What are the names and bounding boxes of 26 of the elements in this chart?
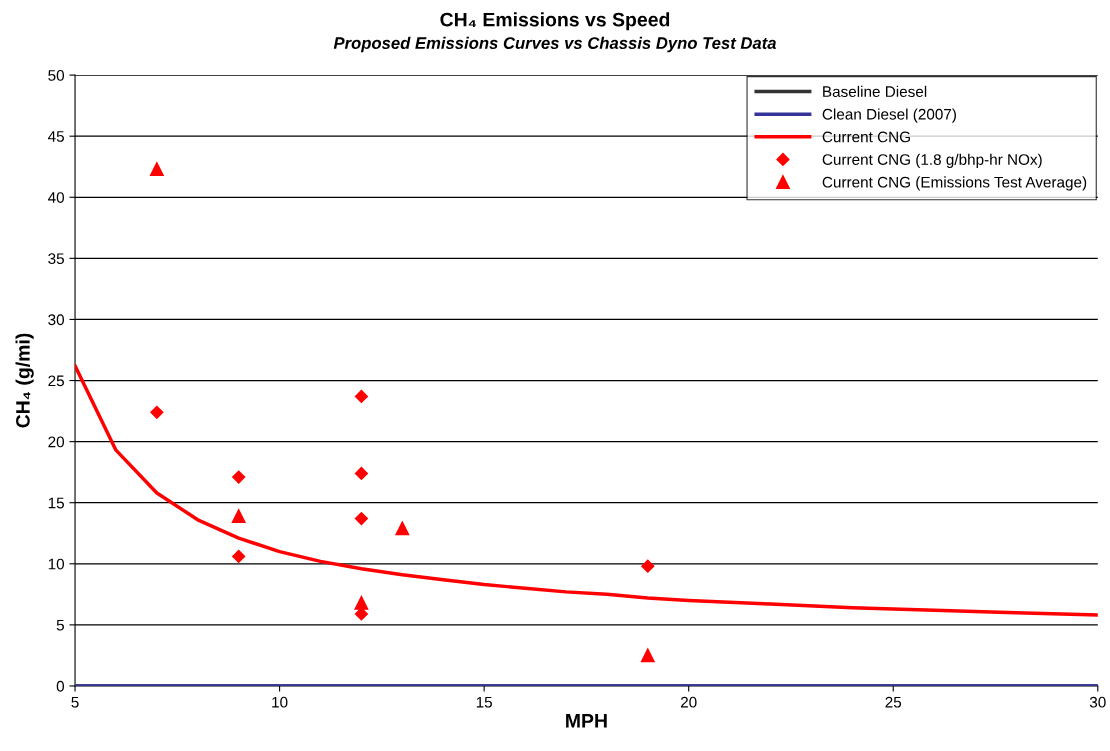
y-tick-label: 45 [47, 131, 64, 142]
legend-label: Current CNG (1.8 g/bhp-hr NOx) [822, 153, 1042, 168]
x-tick-label: 20 [680, 696, 697, 708]
x-tick-label: 25 [885, 696, 902, 708]
y-tick-label: 5 [56, 619, 64, 631]
chart-title: CH₄ Emissions vs Speed [440, 12, 670, 31]
y-axis-title: CH₄ (g/mi) [15, 333, 34, 428]
legend-label: Current CNG [822, 131, 910, 143]
x-tick-label: 10 [272, 696, 288, 708]
y-tick-label: 20 [48, 436, 65, 448]
y-tick-label: 35 [48, 253, 64, 265]
x-tick-label: 30 [1089, 696, 1106, 708]
chart-subtitle: Proposed Emissions Curves vs Chassis Dyno Test Data [333, 36, 777, 53]
y-tick-label: 30 [48, 314, 65, 326]
y-tick-label: 10 [48, 558, 65, 570]
y-tick-label: 15 [48, 497, 64, 509]
x-axis-title: MPH [566, 714, 607, 728]
y-tick-label: 40 [47, 192, 65, 203]
legend-label: Clean Diesel (2007) [822, 108, 956, 123]
y-tick-label: 50 [48, 69, 65, 81]
x-tick-label: 5 [71, 696, 79, 708]
y-tick-label: 25 [48, 375, 64, 387]
x-tick-label: 15 [476, 696, 492, 708]
legend-label: Baseline Diesel [823, 85, 927, 98]
y-tick-label: 0 [56, 680, 65, 692]
legend-label: Current CNG (Emissions Test Average) [822, 176, 1087, 191]
